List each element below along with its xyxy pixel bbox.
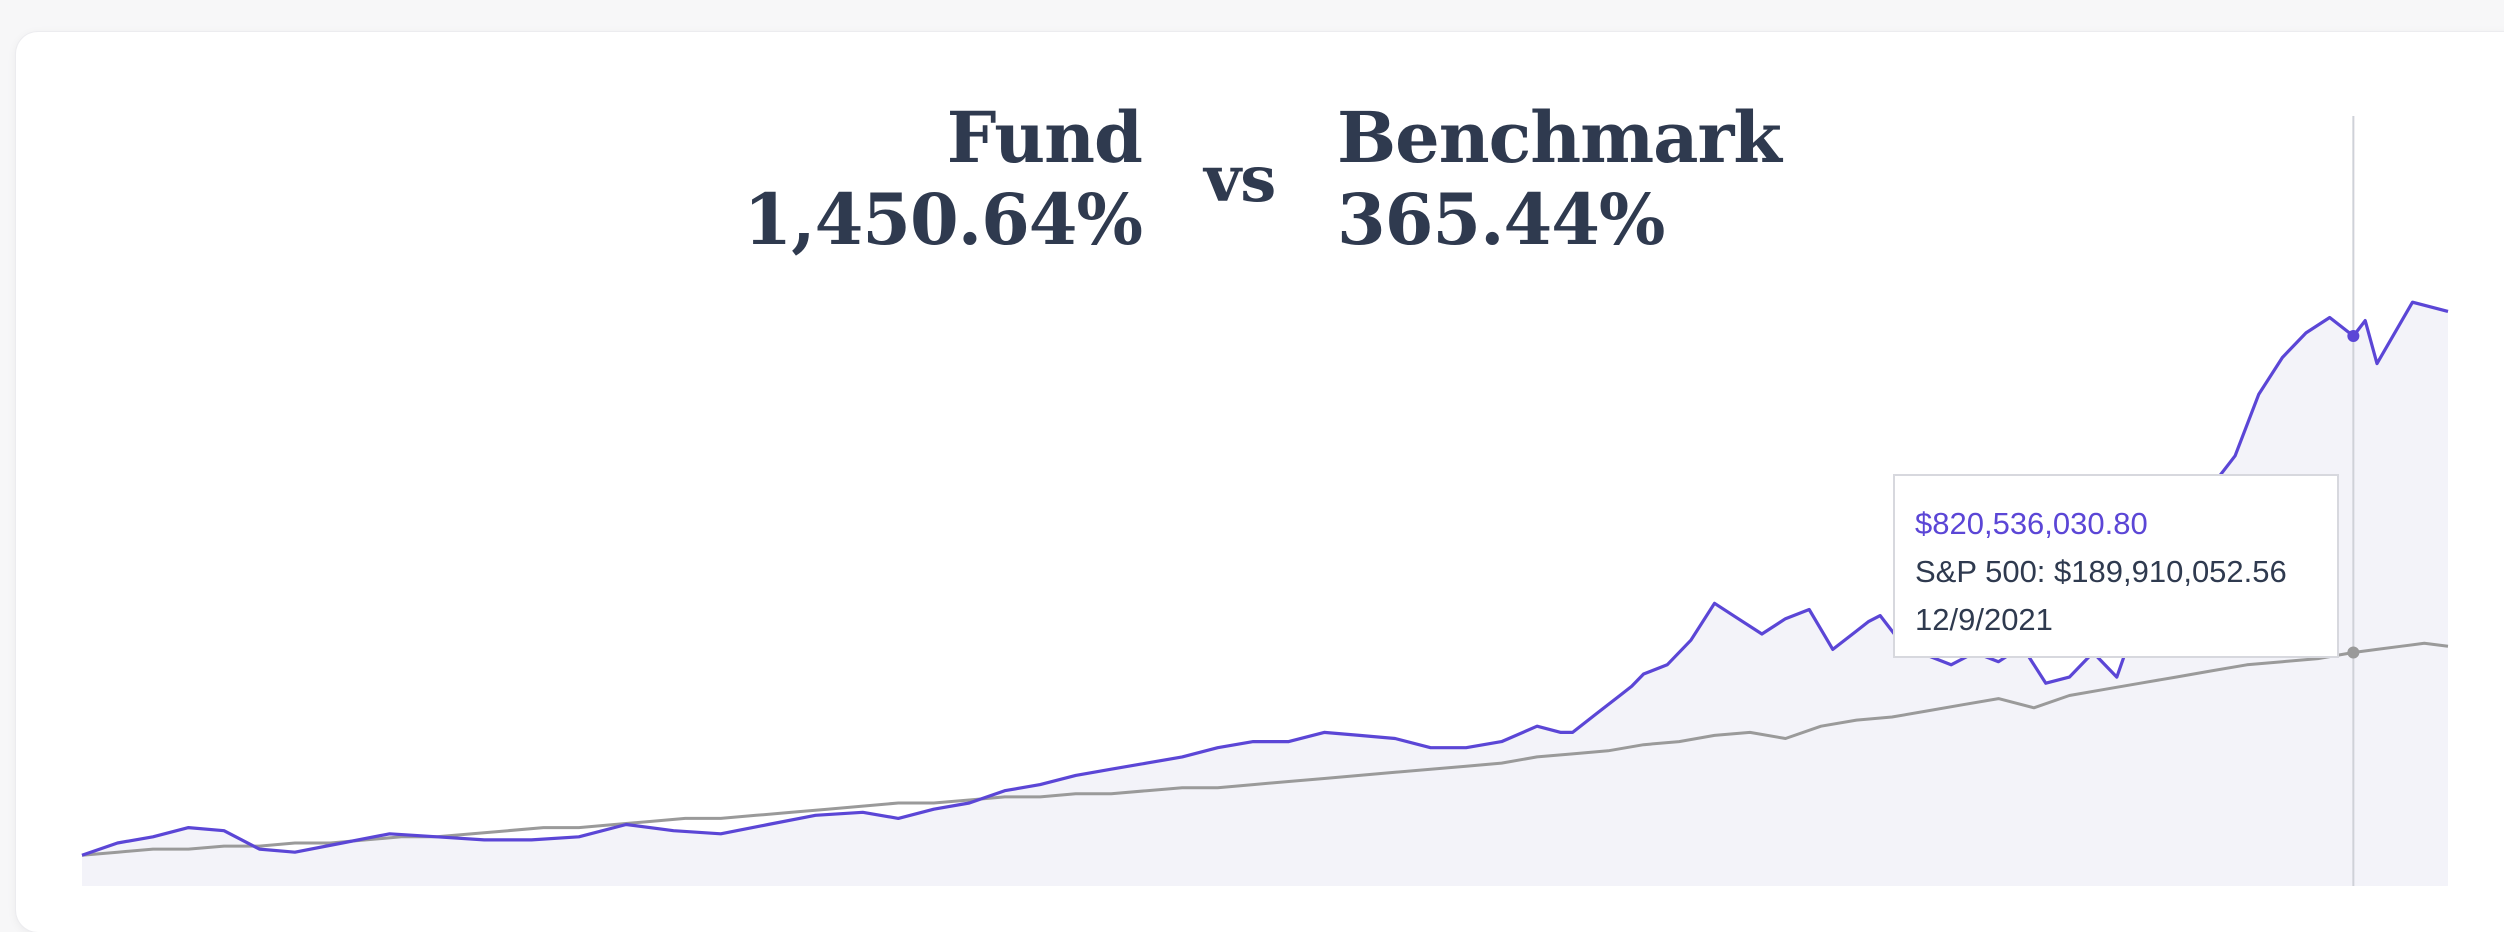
comparison-header: Fund 1,450.64% vs Benchmark 365.44% (0, 0, 2504, 261)
tooltip-benchmark-value: S&P 500: $189,910,052.56 (1915, 554, 2287, 589)
performance-line-chart[interactable] (0, 0, 2504, 906)
benchmark-series-line (81, 641, 2449, 857)
fund-area (82, 302, 2448, 886)
fund-hover-point (2347, 329, 2360, 342)
benchmark-hover-point (2347, 646, 2360, 659)
fund-area-layer (82, 302, 2448, 886)
tooltip-date: 12/9/2021 (1915, 602, 2053, 637)
tooltip-fund-value: $820,536,030.80 (1915, 506, 2148, 541)
vs-label: vs (1204, 142, 1276, 217)
fund-label: Fund (946, 96, 1143, 179)
hover-tooltip: $820,536,030.80 S&P 500: $189,910,052.56… (1893, 474, 2339, 658)
benchmark-label: Benchmark (1337, 96, 1782, 179)
fund-return-value: 1,450.64% (743, 178, 1143, 261)
hover-crosshair-layer (2347, 116, 2360, 886)
benchmark-return-value: 365.44% (1337, 178, 1665, 261)
